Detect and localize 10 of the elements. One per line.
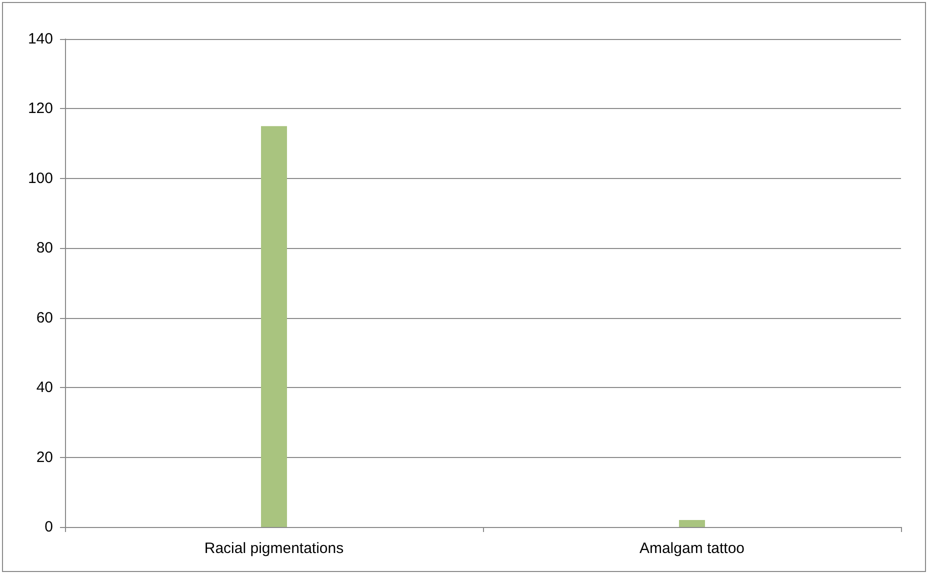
y-tick-label: 20 <box>36 448 53 466</box>
y-tick-label: 40 <box>36 379 53 396</box>
y-tick-label: 80 <box>36 240 53 257</box>
y-tick-label: 60 <box>36 309 53 326</box>
y-tick-label: 140 <box>28 30 53 48</box>
x-tick-label: Racial pigmentations <box>204 540 344 557</box>
y-tick-label: 100 <box>28 170 53 187</box>
y-tick-label: 120 <box>28 100 53 118</box>
x-tick-label: Amalgam tattoo <box>639 540 745 557</box>
y-tick-label: 0 <box>44 518 53 536</box>
